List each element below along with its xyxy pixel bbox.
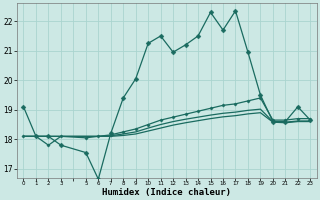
- X-axis label: Humidex (Indice chaleur): Humidex (Indice chaleur): [102, 188, 231, 197]
